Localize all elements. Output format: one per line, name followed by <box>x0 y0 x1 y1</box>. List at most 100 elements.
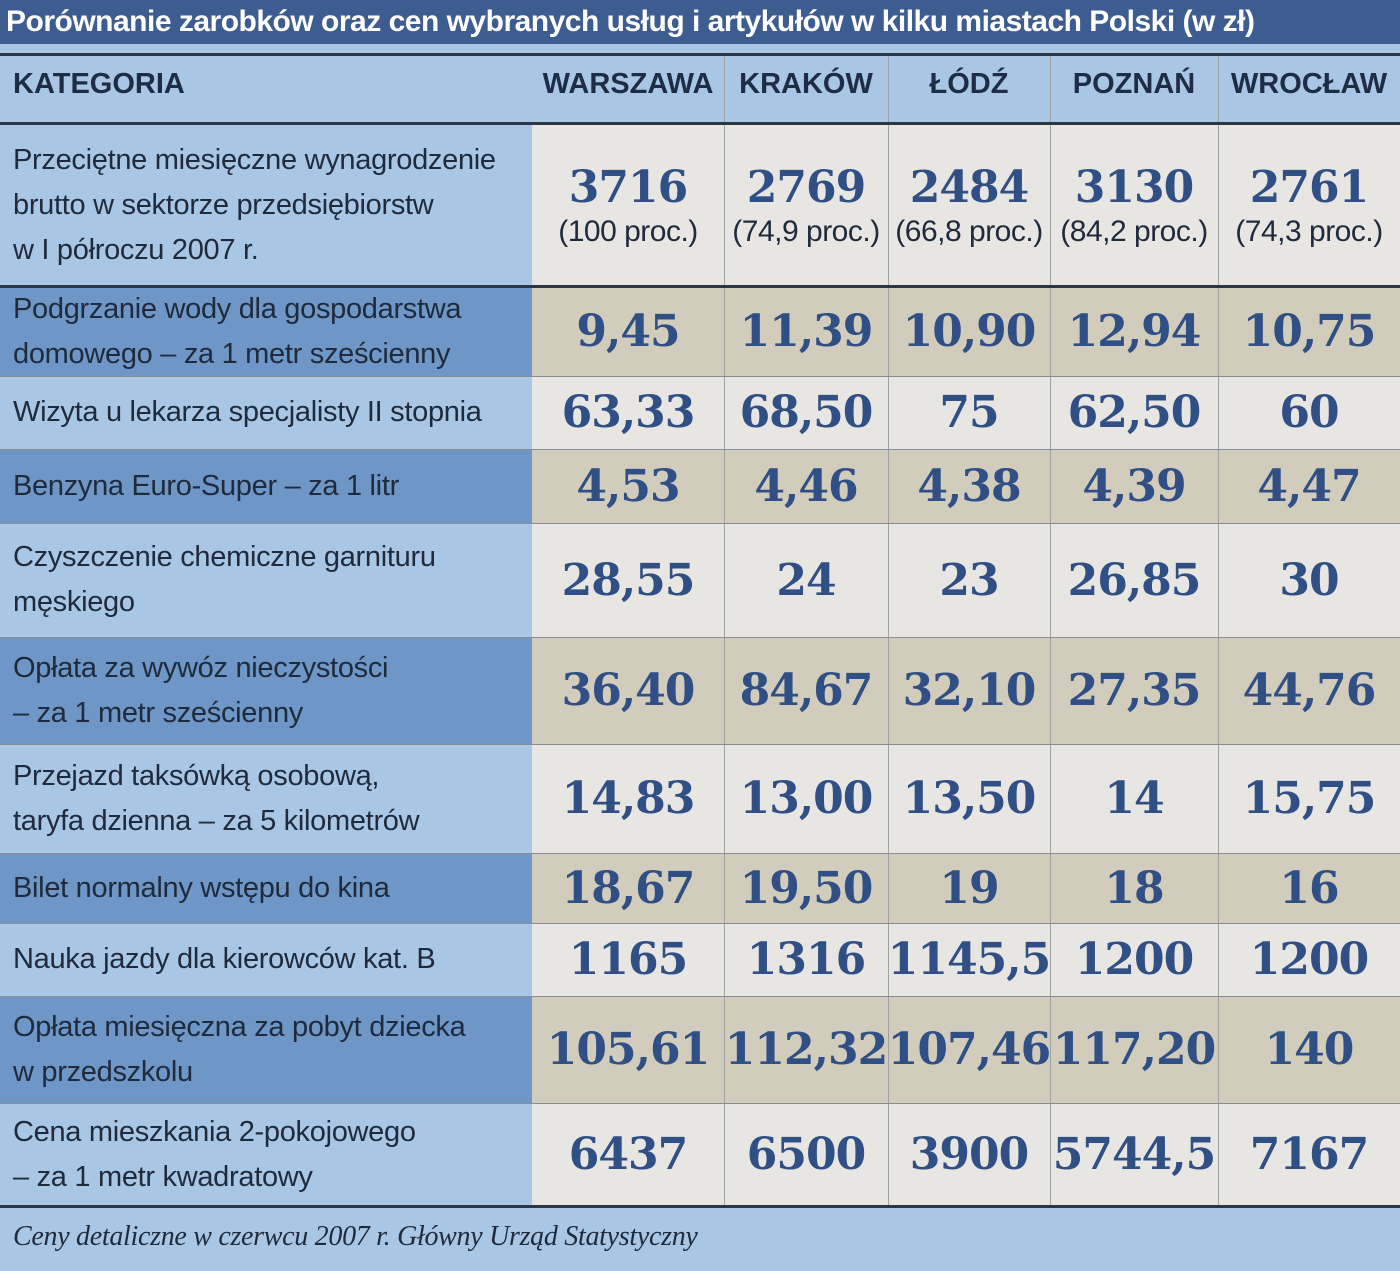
value-cell: 1200 <box>1050 923 1218 996</box>
value-cell: 60 <box>1218 376 1400 449</box>
row-divider <box>0 449 1400 450</box>
value-cell: 32,10 <box>888 637 1050 744</box>
value-number: 4,39 <box>1082 460 1186 512</box>
row-label-text: Przeciętne miesięczne wynagrodzenie brut… <box>13 144 496 266</box>
value-number: 14,83 <box>561 773 696 824</box>
value-number: 18 <box>1104 862 1164 914</box>
value-number: 2769 <box>746 162 866 213</box>
value-cell: 19 <box>888 853 1050 923</box>
value-cell: 4,38 <box>888 449 1050 523</box>
value-number: 2484 <box>909 162 1029 213</box>
value-cell: 26,85 <box>1050 523 1218 637</box>
value-cell: 84,67 <box>724 637 888 744</box>
value-cell: 19,50 <box>724 853 888 923</box>
value-cell: 11,39 <box>724 287 888 376</box>
value-number: 6437 <box>568 1129 688 1180</box>
value-number: 112,32 <box>724 1024 888 1075</box>
value-cell: 105,61 <box>532 996 724 1103</box>
value-number: 14 <box>1104 773 1164 824</box>
column-divider <box>888 55 889 1206</box>
value-cell: 14 <box>1050 744 1218 853</box>
header-city: WROCŁAW <box>1218 55 1400 123</box>
value-number: 3900 <box>909 1129 1029 1180</box>
value-cell: 3716 (100 proc.) <box>532 124 724 287</box>
value-cell: 63,33 <box>532 376 724 449</box>
value-number: 6500 <box>746 1129 866 1180</box>
value-cell: 6500 <box>724 1103 888 1206</box>
row-label: Wizyta u lekarza specjalisty II stopnia <box>0 376 532 449</box>
value-cell: 117,20 <box>1050 996 1218 1103</box>
row-divider <box>0 996 1400 997</box>
value-cell: 140 <box>1218 996 1400 1103</box>
value-percent: (84,2 proc.) <box>1060 215 1208 248</box>
value-number: 9,45 <box>576 306 680 357</box>
page-title: Porównanie zarobków oraz cen wybranych u… <box>0 0 1400 44</box>
row-label: Opłata miesięczna za pobyt dziecka w prz… <box>0 996 532 1103</box>
value-number: 4,47 <box>1257 460 1361 512</box>
value-cell: 112,32 <box>724 996 888 1103</box>
value-cell: 13,50 <box>888 744 1050 853</box>
column-divider <box>724 55 725 1206</box>
value-number: 63,33 <box>561 387 696 438</box>
row-divider <box>0 1103 1400 1104</box>
value-cell: 6437 <box>532 1103 724 1206</box>
value-cell: 18,67 <box>532 853 724 923</box>
value-cell: 7167 <box>1218 1103 1400 1206</box>
value-number: 105,61 <box>546 1024 710 1075</box>
value-number: 13,50 <box>902 773 1037 824</box>
value-number: 15,75 <box>1242 773 1377 824</box>
value-number: 28,55 <box>561 554 696 606</box>
value-number: 11,39 <box>739 306 874 357</box>
value-cell: 30 <box>1218 523 1400 637</box>
value-cell: 28,55 <box>532 523 724 637</box>
value-number: 140 <box>1264 1024 1355 1075</box>
row-label: Benzyna Euro-Super – za 1 litr <box>0 449 532 523</box>
row-divider <box>0 122 1400 125</box>
value-percent: (100 proc.) <box>558 215 698 248</box>
value-number: 30 <box>1279 554 1339 606</box>
value-cell: 9,45 <box>532 287 724 376</box>
row-label-text: Wizyta u lekarza specjalisty II stopnia <box>13 396 482 428</box>
row-label-text: Podgrzanie wody dla gospodarstwa domoweg… <box>13 292 462 370</box>
value-number: 4,46 <box>754 460 858 512</box>
value-number: 60 <box>1279 387 1339 438</box>
row-label: Podgrzanie wody dla gospodarstwa domoweg… <box>0 287 532 376</box>
value-cell: 4,46 <box>724 449 888 523</box>
value-number: 19,50 <box>739 862 874 914</box>
row-label: Przejazd taksówką osobową, taryfa dzienn… <box>0 744 532 853</box>
value-cell: 4,53 <box>532 449 724 523</box>
row-divider <box>0 285 1400 288</box>
value-number: 44,76 <box>1242 665 1377 716</box>
value-number: 1200 <box>1249 934 1369 985</box>
value-cell: 4,47 <box>1218 449 1400 523</box>
value-number: 19 <box>939 862 999 914</box>
header-city: ŁÓDŹ <box>888 55 1050 123</box>
row-label: Opłata za wywóz nieczystości – za 1 metr… <box>0 637 532 744</box>
value-number: 4,38 <box>917 460 1021 512</box>
value-number: 26,85 <box>1067 554 1202 606</box>
column-divider <box>1050 55 1051 1206</box>
value-number: 18,67 <box>561 862 696 914</box>
value-number: 75 <box>939 387 999 438</box>
header-city: POZNAŃ <box>1050 55 1218 123</box>
value-cell: 10,90 <box>888 287 1050 376</box>
value-number: 2761 <box>1249 162 1369 213</box>
value-cell: 1165 <box>532 923 724 996</box>
value-cell: 1200 <box>1218 923 1400 996</box>
header-category: KATEGORIA <box>0 55 532 123</box>
row-label-text: Bilet normalny wstępu do kina <box>13 871 390 904</box>
value-cell: 2761 (74,3 proc.) <box>1218 124 1400 287</box>
value-percent: (74,3 proc.) <box>1235 215 1383 248</box>
value-number: 1316 <box>746 934 866 985</box>
value-number: 24 <box>776 554 836 606</box>
value-number: 16 <box>1279 862 1339 914</box>
row-divider <box>0 1205 1400 1208</box>
value-number: 3130 <box>1074 162 1194 213</box>
value-number: 23 <box>939 554 999 606</box>
value-cell: 13,00 <box>724 744 888 853</box>
value-cell: 44,76 <box>1218 637 1400 744</box>
value-number: 62,50 <box>1067 387 1202 438</box>
row-label: Bilet normalny wstępu do kina <box>0 853 532 923</box>
value-number: 117,20 <box>1052 1024 1216 1075</box>
